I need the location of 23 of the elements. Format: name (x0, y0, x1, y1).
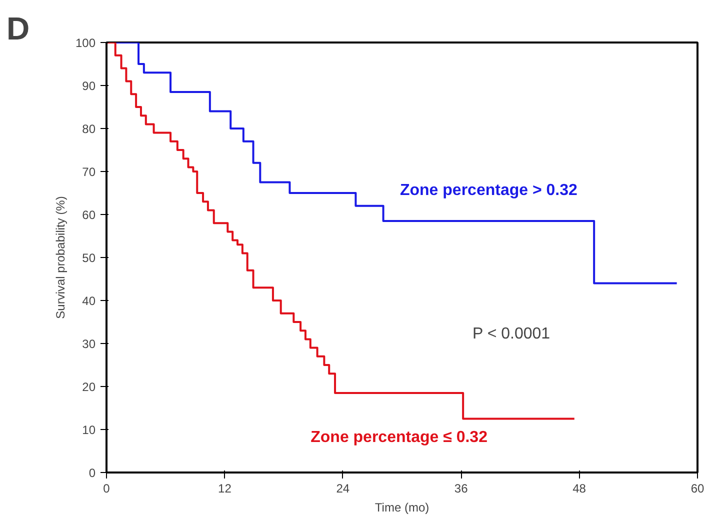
x-tick-label: 12 (218, 482, 232, 496)
x-tick-label: 60 (690, 482, 704, 496)
y-tick-label: 20 (82, 380, 96, 394)
y-tick-label: 30 (82, 337, 96, 351)
y-tick-label: 10 (82, 423, 96, 437)
y-tick-label: 100 (75, 36, 96, 50)
x-tick-label: 24 (336, 482, 350, 496)
text: D (6, 10, 30, 46)
series-label: Zone percentage > 0.32 (400, 182, 578, 199)
y-tick-label: 60 (82, 208, 96, 222)
y-tick-label: 70 (82, 165, 96, 179)
y-tick-label: 40 (82, 294, 96, 308)
x-axis-title: Time (mo) (374, 500, 430, 514)
x-tick-label: 36 (454, 482, 468, 496)
y-tick-label: 90 (82, 79, 96, 93)
x-tick-label: 0 (103, 482, 110, 496)
series-label: Zone percentage ≤ 0.32 (310, 428, 488, 446)
y-tick-label: 80 (82, 122, 96, 136)
y-tick-label: 50 (82, 251, 96, 265)
annotation: P < 0.0001 (472, 326, 550, 342)
y-tick-label: 0 (88, 466, 96, 480)
x-tick-label: 48 (572, 482, 586, 496)
y-axis-title: Survival probability (%) (53, 196, 68, 319)
